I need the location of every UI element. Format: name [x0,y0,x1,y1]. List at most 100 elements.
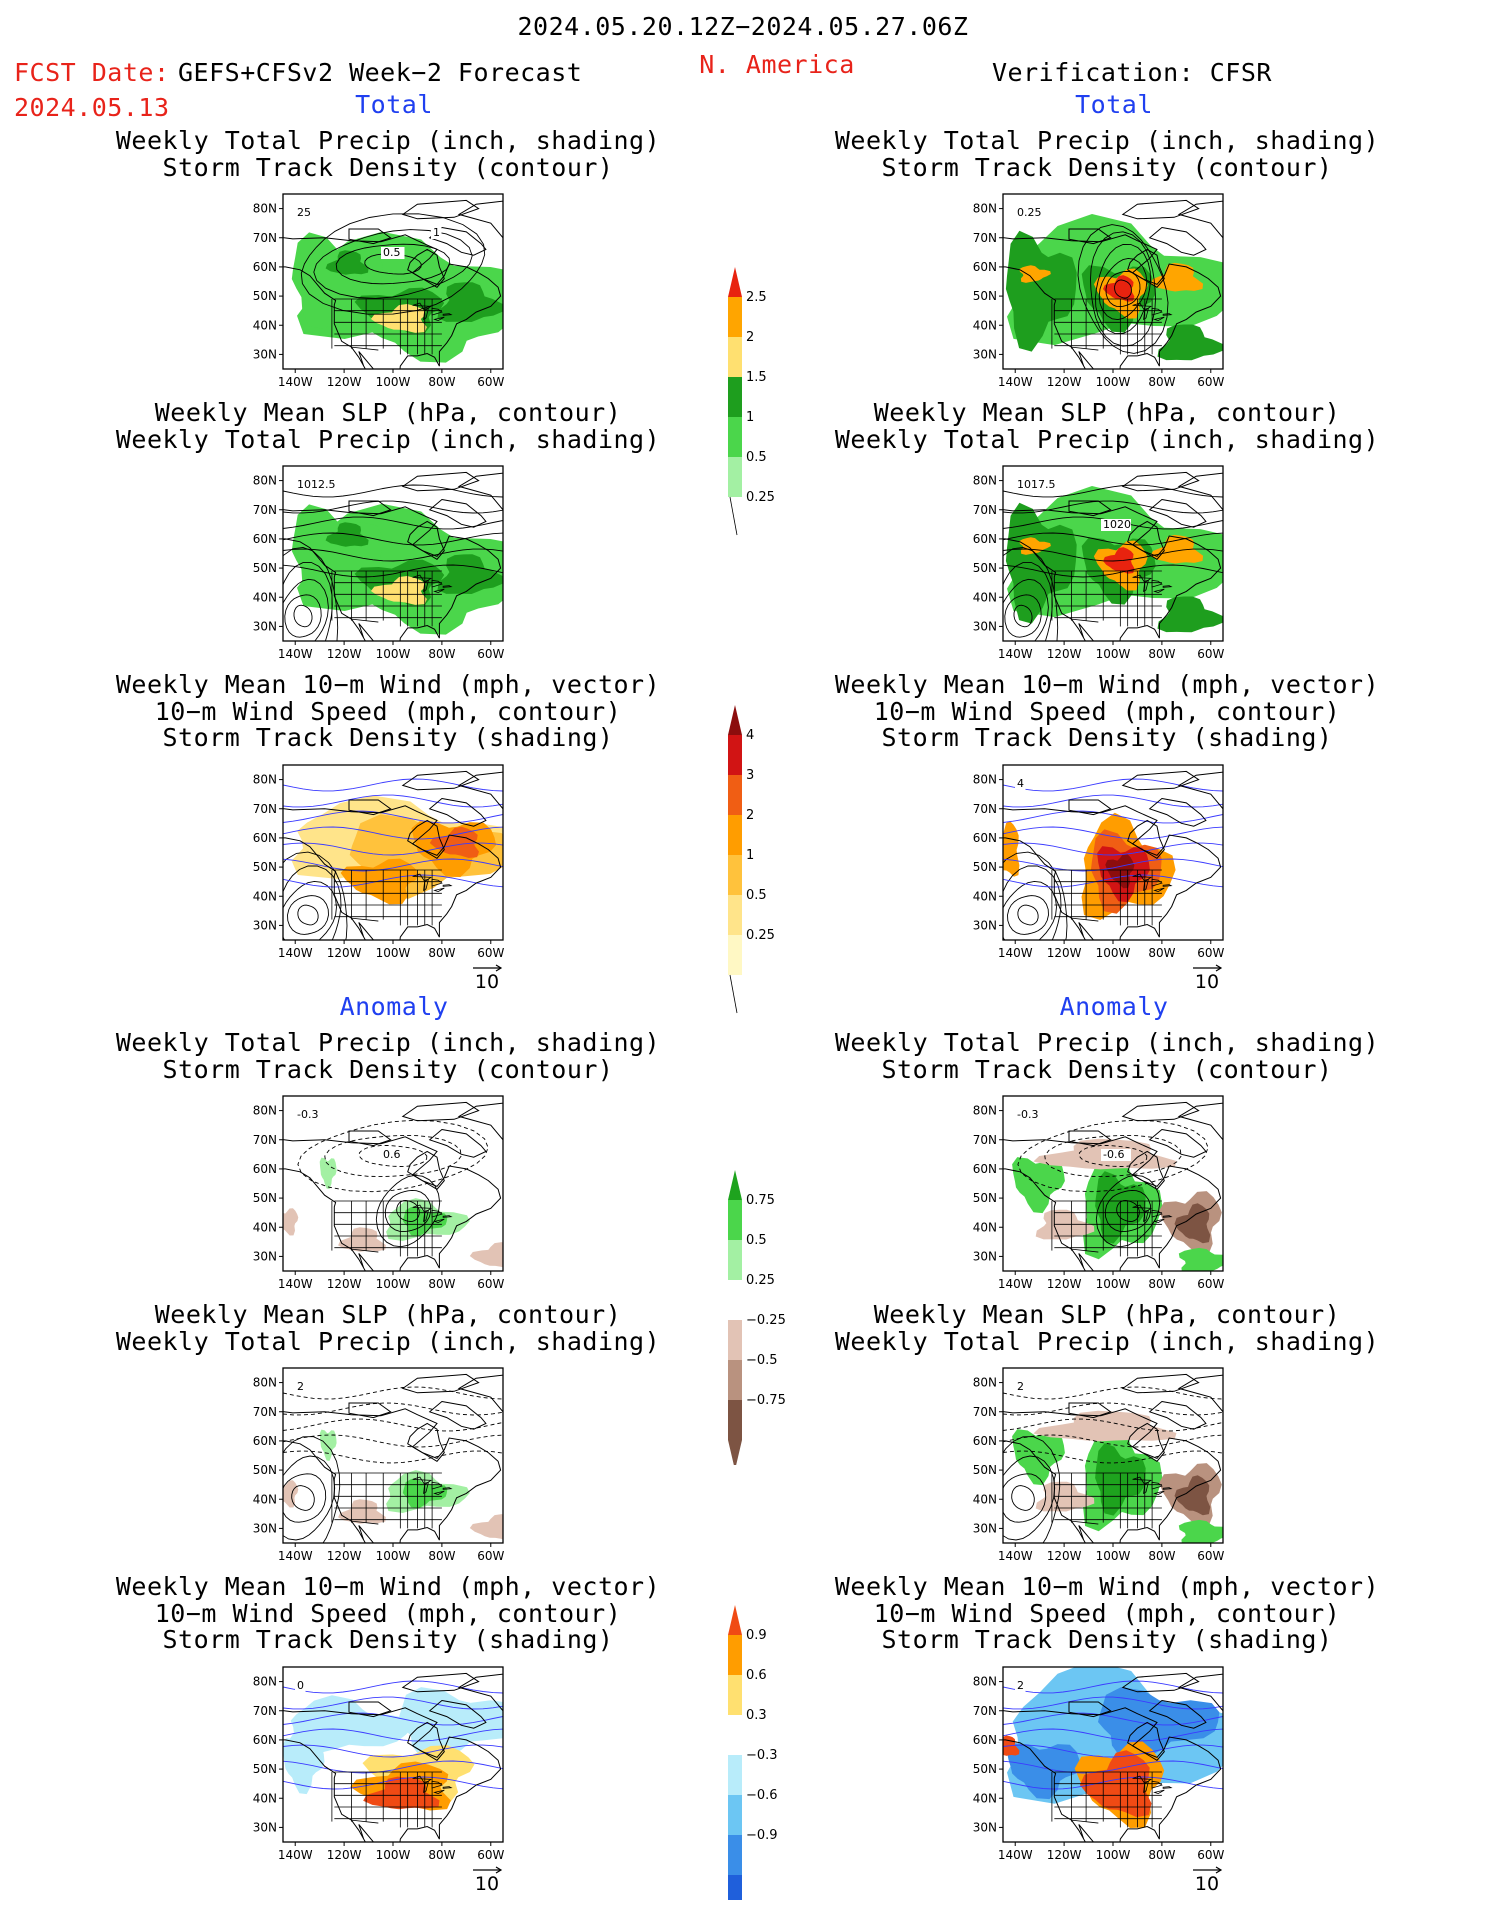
lat-label: 30N [973,619,997,633]
lat-label: 40N [973,889,997,903]
lat-label: 70N [973,802,997,816]
contour-label: -0.6 [1103,1148,1124,1161]
contour-label: 2 [297,1380,304,1393]
anom-wind-storm-title-left-2: 10−m Wind Speed (mph, contour) [154,1598,622,1628]
colorbar-label: 0.25 [746,928,775,943]
lon-label: 80W [428,1848,455,1862]
lat-label: 80N [253,1104,277,1118]
lon-label: 140W [278,1277,313,1291]
colorbar-label: 1.5 [746,370,767,385]
colorbar-label: 3 [746,768,754,783]
section-total-right: Total [1075,90,1153,119]
lon-label: 100W [376,946,411,960]
lon-label: 100W [1096,647,1131,661]
lat-label: 80N [253,1675,277,1689]
colorbar-label: 0.3 [746,1708,767,1723]
lat-label: 50N [973,1191,997,1205]
colorbar-label: 0.25 [746,490,775,505]
lon-label: 100W [1096,1549,1131,1563]
lon-label: 60W [1197,647,1224,661]
contour-label: 1 [433,226,440,239]
lat-label: 40N [973,590,997,604]
lat-label: 60N [253,532,277,546]
lon-label: 120W [1047,1848,1082,1862]
lat-label: 30N [253,1521,277,1535]
lon-label: 60W [477,1848,504,1862]
vector-reference-label: 10 [475,971,499,991]
colorbar-label: 1 [746,848,754,863]
colorbar-label: 4 [746,728,754,743]
lon-label: 100W [376,1277,411,1291]
anom-precip-storm-title-left-1: Weekly Total Precip (inch, shading) [115,1028,661,1057]
lat-label: 50N [973,860,997,874]
lat-label: 80N [973,773,997,787]
lon-label: 120W [1047,1549,1082,1563]
lon-label: 100W [1096,1848,1131,1862]
lat-label: 60N [973,1434,997,1448]
lon-label: 140W [998,1277,1033,1291]
lon-label: 100W [1096,375,1131,389]
lat-label: 40N [973,318,997,332]
anom-slp-precip-title-left-2: Weekly Total Precip (inch, shading) [115,1326,661,1356]
contour-label: 0.6 [383,1148,401,1161]
slp-precip-title-left-2: Weekly Total Precip (inch, shading) [115,424,661,454]
precip-storm-title-left-1: Weekly Total Precip (inch, shading) [115,126,661,155]
colorbar-storm-total: 4 3 2 1 0.5 0.25 [728,705,775,1014]
lon-label: 100W [376,1549,411,1563]
lon-label: 80W [1148,1848,1175,1862]
period-title: 2024.05.20.12Z−2024.05.27.06Z [517,12,969,41]
lat-label: 50N [973,289,997,303]
lat-label: 60N [973,1162,997,1176]
colorbar-label: 2 [746,330,754,345]
lat-label: 50N [973,561,997,575]
lon-label: 60W [477,1277,504,1291]
lat-label: 30N [973,918,997,932]
anom-slp-precip-title-right-2: Weekly Total Precip (inch, shading) [834,1326,1380,1356]
section-anomaly-right: Anomaly [1059,992,1169,1021]
lon-label: 80W [1148,1277,1175,1291]
slp-precip-title-right-2: Weekly Total Precip (inch, shading) [834,424,1380,454]
colorbar-label: −0.9 [746,1828,778,1843]
lon-label: 140W [278,1848,313,1862]
lon-label: 80W [1148,375,1175,389]
lat-label: 70N [973,1405,997,1419]
contour-label: -0.3 [297,1108,318,1121]
lon-label: 60W [1197,1277,1224,1291]
lat-label: 60N [253,1733,277,1747]
lon-label: 100W [376,375,411,389]
anom-slp-precip-title-left-1: Weekly Mean SLP (hPa, contour) [154,1300,622,1329]
lat-label: 30N [973,1820,997,1834]
contour-label: 1017.5 [1017,478,1056,491]
colorbar-label: 1 [746,410,754,425]
lat-label: 30N [973,347,997,361]
colorbar-label: 0.6 [746,1668,767,1683]
lat-label: 50N [253,1762,277,1776]
lon-label: 140W [278,1549,313,1563]
lat-label: 50N [253,860,277,874]
lat-label: 40N [253,1492,277,1506]
lon-label: 120W [1047,946,1082,960]
lon-label: 60W [1197,375,1224,389]
lat-label: 80N [253,202,277,216]
lat-label: 30N [973,1521,997,1535]
colorbar-precip-total: 2.5 2 1.5 1 0.5 0.25 [728,267,775,536]
colorbar-label: 2 [746,808,754,823]
lat-label: 80N [973,1675,997,1689]
colorbar-label: 0.5 [746,450,767,465]
contour-label: 4 [1017,777,1024,790]
lat-label: 80N [253,773,277,787]
lon-label: 140W [998,647,1033,661]
wind-storm-title-right-1: Weekly Mean 10−m Wind (mph, vector) [834,670,1380,699]
lat-label: 80N [253,474,277,488]
lon-label: 60W [477,946,504,960]
colorbar-label: 0.5 [746,1233,767,1248]
lat-label: 80N [973,1104,997,1118]
colorbar-precip-anomaly: 0.75 0.5 0.25 −0.25 −0.5 −0.75 [728,1170,786,1465]
anom-slp-precip-title-right-1: Weekly Mean SLP (hPa, contour) [873,1300,1341,1329]
contour-label: 0.5 [383,246,401,259]
